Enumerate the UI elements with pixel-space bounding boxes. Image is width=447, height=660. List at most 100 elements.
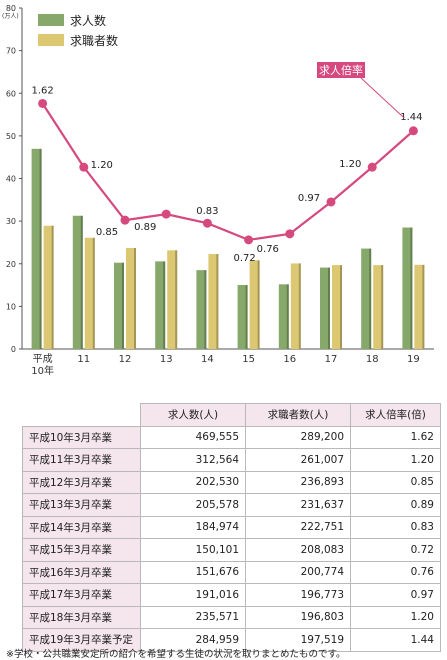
x-tick-label: 15 xyxy=(242,354,255,365)
table-cell: 196,803 xyxy=(245,605,351,629)
bar-shade xyxy=(216,254,219,349)
x-tick-label: 平成 xyxy=(33,353,53,365)
y-tick-label: 10 xyxy=(6,302,16,311)
ratio-data-label: 0.72 xyxy=(233,253,255,264)
header-ratio: 求人倍率(倍) xyxy=(350,403,441,427)
bar-jobs xyxy=(114,262,124,349)
y-tick-label: 30 xyxy=(6,217,16,226)
y-tick-label: 80 xyxy=(6,4,16,13)
bar-seekers xyxy=(249,260,260,349)
bar-seekers xyxy=(373,265,384,349)
table-cell: 1.20 xyxy=(350,448,441,472)
table-row: 平成11年3月卒業 312,564 261,007 1.20 xyxy=(22,448,441,472)
bar-jobs xyxy=(278,284,289,349)
table-row: 平成16年3月卒業 151,676 200,774 0.76 xyxy=(22,560,441,584)
bar-shade xyxy=(92,237,95,349)
bar-shade xyxy=(381,265,384,349)
legend-label-jobs: 求人数 xyxy=(70,13,107,28)
bar-jobs xyxy=(320,267,330,349)
bar-jobs xyxy=(402,227,413,349)
table-cell: 235,571 xyxy=(140,605,246,629)
ratio-point xyxy=(202,218,212,228)
table-cell: 284,959 xyxy=(140,628,246,652)
x-tick-label: 14 xyxy=(201,354,214,365)
legend-swatch-jobs xyxy=(38,14,64,26)
x-tick-label: 17 xyxy=(325,354,338,365)
bar-jobs xyxy=(237,285,248,349)
table-cell: 208,083 xyxy=(245,538,351,562)
bar-shade xyxy=(134,248,136,349)
table-cell: 231,637 xyxy=(245,493,351,517)
table-row: 平成15年3月卒業 150,101 208,083 0.72 xyxy=(22,538,441,562)
legend: 求人数 求職者数 xyxy=(38,10,118,50)
table-row: 平成18年3月卒業 235,571 196,803 1.20 xyxy=(22,605,441,629)
table-cell: 312,564 xyxy=(140,448,246,472)
row-label: 平成10年3月卒業 xyxy=(22,425,141,449)
table-cell: 222,751 xyxy=(245,515,351,539)
chart: 0 10 20 30 40 50 60 70 80(万人) 平成10年 11 12 13 14 15 16 17… xyxy=(2,4,434,377)
table-cell: 0.89 xyxy=(350,493,441,517)
bar-jobs xyxy=(72,215,83,349)
row-label: 平成12年3月卒業 xyxy=(22,470,141,494)
table-row: 平成14年3月卒業 184,974 222,751 0.83 xyxy=(22,515,441,539)
ratio-point xyxy=(244,235,254,245)
ratio-data-label: 0.76 xyxy=(257,244,279,255)
ratio-data-label: 0.85 xyxy=(96,227,118,238)
row-label: 平成13年3月卒業 xyxy=(22,493,141,517)
row-label: 平成19年3月卒業予定 xyxy=(22,628,141,652)
bar-jobs xyxy=(155,261,166,349)
x-tick-label: 11 xyxy=(77,354,90,365)
ratio-legend-label: 求人倍率 xyxy=(319,63,363,77)
table-cell: 289,200 xyxy=(245,425,351,449)
table-cell: 469,555 xyxy=(140,425,246,449)
bar-shade xyxy=(410,227,413,349)
bar-shade xyxy=(340,265,342,349)
ratio-data-label: 1.62 xyxy=(31,85,53,96)
bar-seekers xyxy=(43,225,54,349)
ratio-data-label: 0.83 xyxy=(196,206,218,217)
bar-shade xyxy=(422,264,425,349)
legend-swatch-seekers xyxy=(38,34,64,46)
table-cell: 236,893 xyxy=(245,470,351,494)
footnote: ※学校・公共職業安定所の紹介を希望する生徒の状況を取りまとめたものです。 xyxy=(6,649,346,660)
bar-seekers xyxy=(414,264,425,349)
x-tick-label: 18 xyxy=(366,354,379,365)
bar-seekers xyxy=(167,250,178,349)
bar-shade xyxy=(80,215,83,349)
bar-jobs xyxy=(361,248,372,349)
y-tick-label: 70 xyxy=(6,47,16,56)
table-cell: 191,016 xyxy=(140,583,246,607)
bar-shade xyxy=(286,284,289,349)
table-corner xyxy=(22,403,141,427)
bar-shade xyxy=(175,250,178,349)
legend-item-jobs: 求人数 xyxy=(38,10,118,30)
bar-shade xyxy=(39,148,42,349)
table-cell: 1.20 xyxy=(350,605,441,629)
bar-seekers xyxy=(126,248,136,349)
ratio-point xyxy=(367,162,377,172)
ratio-data-label: 0.89 xyxy=(134,222,156,233)
table-row: 平成19年3月卒業予定 284,959 197,519 1.44 xyxy=(22,628,441,652)
ratio-line xyxy=(41,102,415,242)
y-tick-label: 40 xyxy=(6,175,16,184)
ratio-legend-leader xyxy=(360,77,405,119)
bar-jobs xyxy=(31,148,42,349)
row-label: 平成11年3月卒業 xyxy=(22,448,141,472)
table-cell: 197,519 xyxy=(245,628,351,652)
y-tick-label: 50 xyxy=(6,132,16,141)
row-label: 平成14年3月卒業 xyxy=(22,515,141,539)
row-label: 平成16年3月卒業 xyxy=(22,560,141,584)
x-tick-label: 19 xyxy=(407,354,420,365)
ratio-point xyxy=(326,197,336,207)
bar-shade xyxy=(245,285,248,349)
bar-shade xyxy=(328,267,330,349)
ratio-data-label: 1.20 xyxy=(91,160,113,171)
table-cell: 205,578 xyxy=(140,493,246,517)
ratio-data-label: 1.44 xyxy=(400,112,422,123)
table-cell: 0.85 xyxy=(350,470,441,494)
bar-shade xyxy=(298,263,301,349)
bar-seekers xyxy=(290,263,301,349)
y-tick-label: 60 xyxy=(6,89,16,98)
ratio-data-label: 1.20 xyxy=(339,159,361,170)
table-header-row: 求人数(人) 求職者数(人) 求人倍率(倍) xyxy=(22,403,441,427)
